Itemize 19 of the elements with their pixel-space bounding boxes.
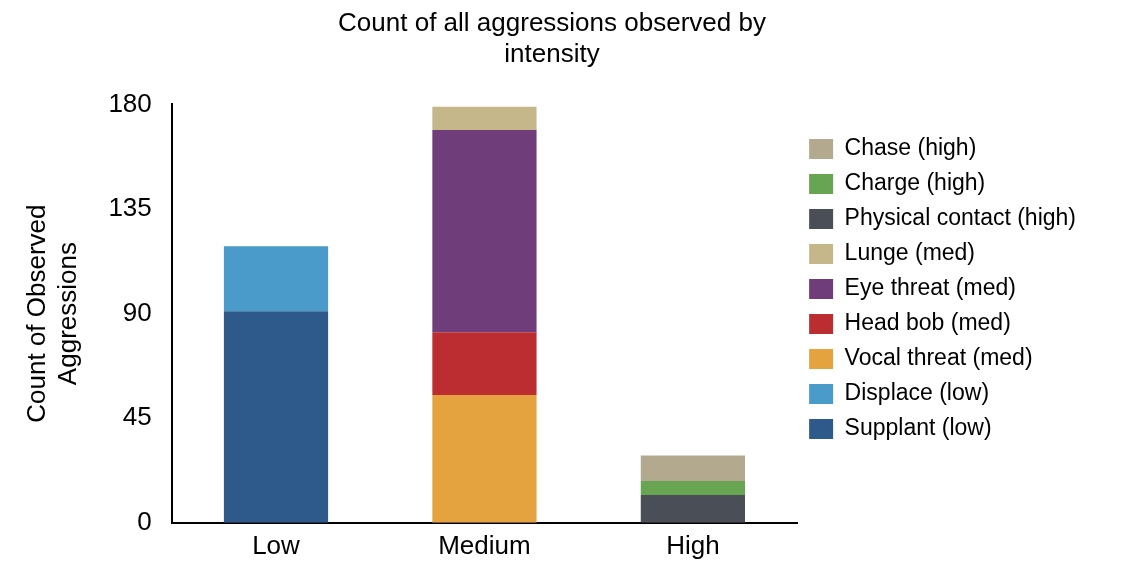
y-tick-label: 0	[137, 505, 152, 536]
y-tick-label: 45	[122, 401, 152, 432]
legend-label: Supplant (low)	[844, 414, 992, 441]
y-tick-label: 180	[108, 87, 152, 118]
legend-label: Vocal threat (med)	[844, 344, 1033, 371]
chart-title: Count of all aggressions observed by intensity	[338, 6, 766, 68]
legend-label: Lunge (med)	[844, 239, 976, 266]
legend-label: Displace (low)	[844, 379, 990, 406]
x-tick-label: High	[666, 529, 720, 560]
y-axis-title: Count of Observed Aggressions	[20, 204, 82, 423]
legend-label: Head bob (med)	[844, 309, 1011, 336]
y-tick-label: 90	[122, 296, 152, 327]
x-tick-label: Medium	[438, 529, 531, 560]
legend-label: Chase (high)	[844, 134, 977, 161]
legend-label: Physical contact (high)	[844, 204, 1077, 231]
x-tick-label: Low	[252, 529, 301, 560]
legend-label: Eye threat (med)	[844, 274, 1016, 301]
legend-label: Charge (high)	[844, 169, 986, 196]
y-tick-label: 135	[108, 192, 152, 223]
